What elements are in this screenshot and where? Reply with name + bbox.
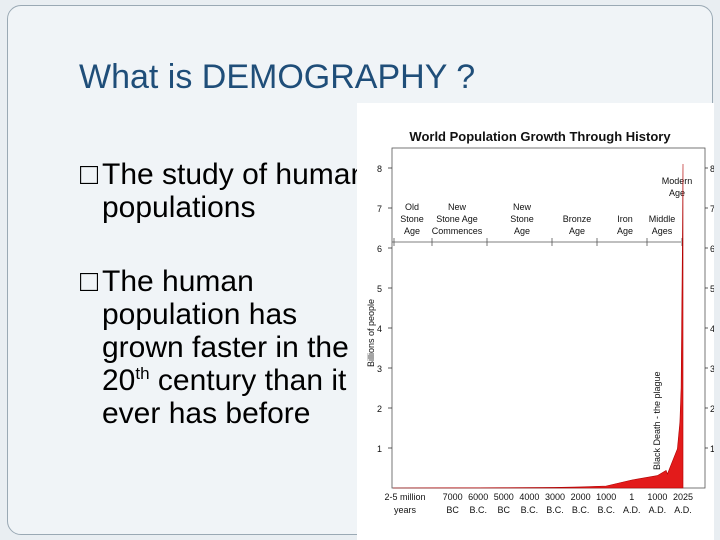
modern-age-label: Age: [669, 188, 685, 198]
x-tick-label: BC: [498, 505, 511, 515]
bullet-superscript: th: [135, 364, 150, 383]
x-tick-label: B.C.: [597, 505, 615, 515]
y-tick-label-left: 6: [377, 244, 382, 254]
y-tick-label-right: 4: [710, 324, 714, 334]
plague-annotation: Black Death - the plague: [652, 371, 662, 470]
era-label: Age: [514, 226, 530, 236]
x-tick-label: 2025: [673, 492, 693, 502]
x-tick-label: 1000: [647, 492, 667, 502]
modern-age-label: Modern: [662, 176, 693, 186]
x-tick-label: A.D.: [623, 505, 641, 515]
bullet-text: The human population has grown faster in…: [102, 265, 370, 430]
era-label: Stone Age: [436, 214, 478, 224]
era-label: Stone: [400, 214, 424, 224]
bullet-text-part: The human population has grown faster in…: [102, 265, 349, 397]
x-tick-label: A.D.: [649, 505, 667, 515]
x-tick-label: B.C.: [546, 505, 564, 515]
population-chart: World Population Growth Through History 1…: [357, 103, 714, 540]
y-tick-label-left: 5: [377, 284, 382, 294]
y-tick-label-left: 4: [377, 324, 382, 334]
y-tick-label-right: 8: [710, 164, 714, 174]
x-tick-label: B.C.: [469, 505, 487, 515]
x-tick-label: years: [394, 505, 417, 515]
era-label: Commences: [432, 226, 483, 236]
slide-title: What is DEMOGRAPHY ?: [79, 58, 476, 96]
y-tick-label-left: 2: [377, 404, 382, 414]
x-tick-label: 2000: [571, 492, 591, 502]
era-label: New: [513, 202, 532, 212]
population-chart-svg: World Population Growth Through History 1…: [366, 129, 714, 515]
bullet-text: The study of human populations: [102, 158, 368, 224]
x-tick-label: 4000: [519, 492, 539, 502]
x-tick-label: B.C.: [521, 505, 539, 515]
chart-title: World Population Growth Through History: [409, 129, 671, 144]
y-tick-label-left: 7: [377, 204, 382, 214]
x-tick-label: BC: [446, 505, 459, 515]
x-tick-label: 7000: [443, 492, 463, 502]
x-tick-label: A.D.: [674, 505, 692, 515]
x-tick-label: 1: [629, 492, 634, 502]
era-label: Bronze: [563, 214, 592, 224]
y-tick-label-left: 1: [377, 444, 382, 454]
y-tick-label-right: 2: [710, 404, 714, 414]
x-tick-label: B.C.: [572, 505, 590, 515]
y-tick-label-right: 6: [710, 244, 714, 254]
y-axis-label: Billions of people: [366, 299, 376, 367]
x-tick-label: 5000: [494, 492, 514, 502]
bullet-item: □ The study of human populations: [80, 158, 370, 224]
era-label: Age: [569, 226, 585, 236]
x-tick-label: 6000: [468, 492, 488, 502]
bullet-list: □ The study of human populations □ The h…: [80, 158, 370, 471]
x-tick-label: 2-5 million: [384, 492, 425, 502]
bullet-item: □ The human population has grown faster …: [80, 265, 370, 430]
y-tick-label-right: 5: [710, 284, 714, 294]
bullet-text-part: century than it ever has before: [102, 364, 347, 430]
bullet-marker-icon: □: [80, 265, 99, 298]
x-tick-label: 1000: [596, 492, 616, 502]
era-label: Old: [405, 202, 419, 212]
x-tick-label: 3000: [545, 492, 565, 502]
era-label: Stone: [510, 214, 534, 224]
era-label: Age: [404, 226, 420, 236]
era-label: Iron: [617, 214, 633, 224]
y-tick-label-right: 1: [710, 444, 714, 454]
population-area: [392, 163, 684, 489]
era-label: Age: [617, 226, 633, 236]
y-tick-label-left: 8: [377, 164, 382, 174]
bullet-marker-icon: □: [80, 158, 99, 191]
era-label: Middle: [649, 214, 676, 224]
y-tick-label-right: 3: [710, 364, 714, 374]
era-label: Ages: [652, 226, 673, 236]
y-tick-label-left: 3: [377, 364, 382, 374]
y-tick-label-right: 7: [710, 204, 714, 214]
era-label: New: [448, 202, 467, 212]
